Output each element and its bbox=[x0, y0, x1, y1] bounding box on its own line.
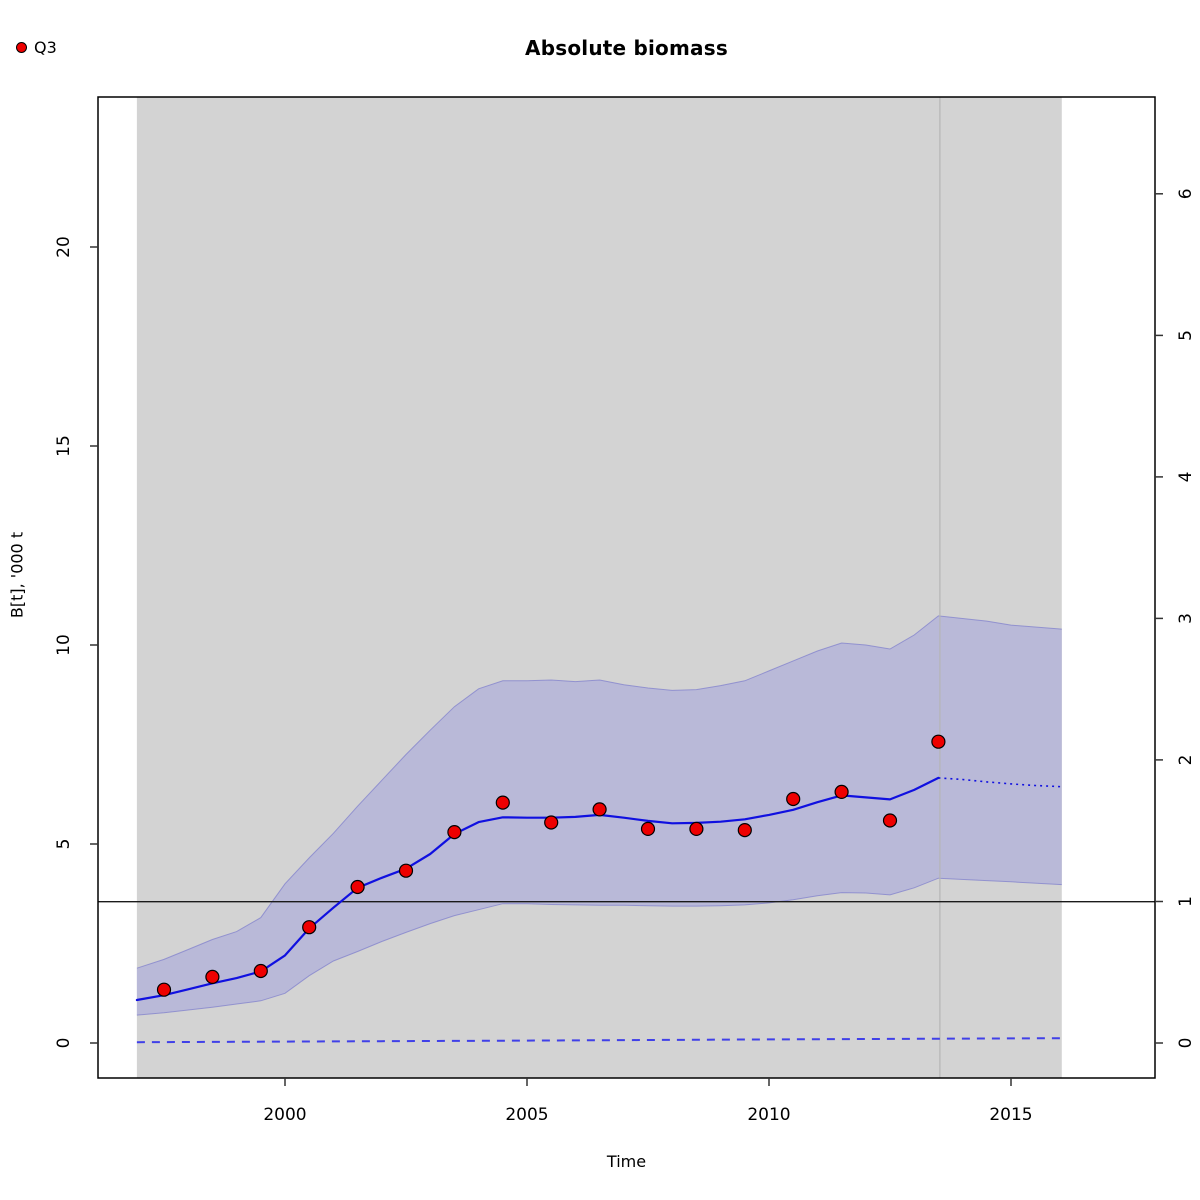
observation-point bbox=[302, 920, 317, 935]
band-upper-edge bbox=[136, 615, 1062, 969]
observation-point bbox=[592, 802, 607, 817]
observation-point bbox=[350, 879, 365, 895]
observation-point bbox=[640, 821, 656, 837]
observation-point bbox=[931, 734, 946, 749]
x-tick-label: 2015 bbox=[989, 1105, 1032, 1125]
band-lower-edge bbox=[136, 877, 1062, 1016]
observation-point bbox=[786, 791, 801, 807]
x-tick-label: 2000 bbox=[263, 1105, 306, 1125]
y-right-tick-label: 3 bbox=[1176, 613, 1196, 624]
plot-border bbox=[97, 96, 1156, 1079]
observation-point bbox=[544, 815, 559, 830]
observation-point bbox=[253, 963, 268, 979]
x-tick-label: 2010 bbox=[747, 1105, 790, 1125]
zero-dashed-line bbox=[136, 1037, 1062, 1044]
observation-point bbox=[205, 969, 220, 985]
legend: Q3 bbox=[16, 38, 57, 57]
observation-point bbox=[447, 824, 462, 840]
y-left-tick-label: 20 bbox=[54, 236, 74, 258]
biomass-estimate-line bbox=[135, 776, 940, 1002]
y-right-tick-label: 4 bbox=[1176, 471, 1196, 482]
y-right-tick-label: 0 bbox=[1176, 1038, 1196, 1049]
y-right-tick-label: 2 bbox=[1176, 754, 1196, 765]
legend-label: Q3 bbox=[34, 38, 57, 57]
y-left-tick-label: 5 bbox=[54, 839, 74, 850]
y-right-tick-label: 1 bbox=[1176, 896, 1196, 907]
legend-point-icon bbox=[16, 42, 27, 53]
observation-point bbox=[834, 784, 849, 800]
chart-title: Absolute biomass bbox=[525, 36, 728, 60]
x-tick-label: 2005 bbox=[505, 1105, 548, 1125]
observation-point bbox=[495, 795, 510, 810]
y-axis-label: B[t], '000 t bbox=[7, 531, 27, 619]
observation-point bbox=[156, 982, 172, 997]
y-left-tick-label: 15 bbox=[54, 435, 74, 457]
y-right-tick-label: 6 bbox=[1176, 188, 1196, 199]
observation-point bbox=[689, 821, 704, 837]
x-axis-label: Time bbox=[606, 1152, 647, 1171]
observation-point bbox=[398, 863, 414, 878]
observation-point bbox=[737, 822, 752, 838]
y-left-tick-label: 10 bbox=[54, 634, 74, 656]
biomass-forecast-line bbox=[938, 777, 1062, 788]
y-right-tick-label: 5 bbox=[1176, 330, 1196, 341]
y-left-tick-label: 0 bbox=[54, 1038, 74, 1049]
observation-point bbox=[882, 813, 898, 828]
